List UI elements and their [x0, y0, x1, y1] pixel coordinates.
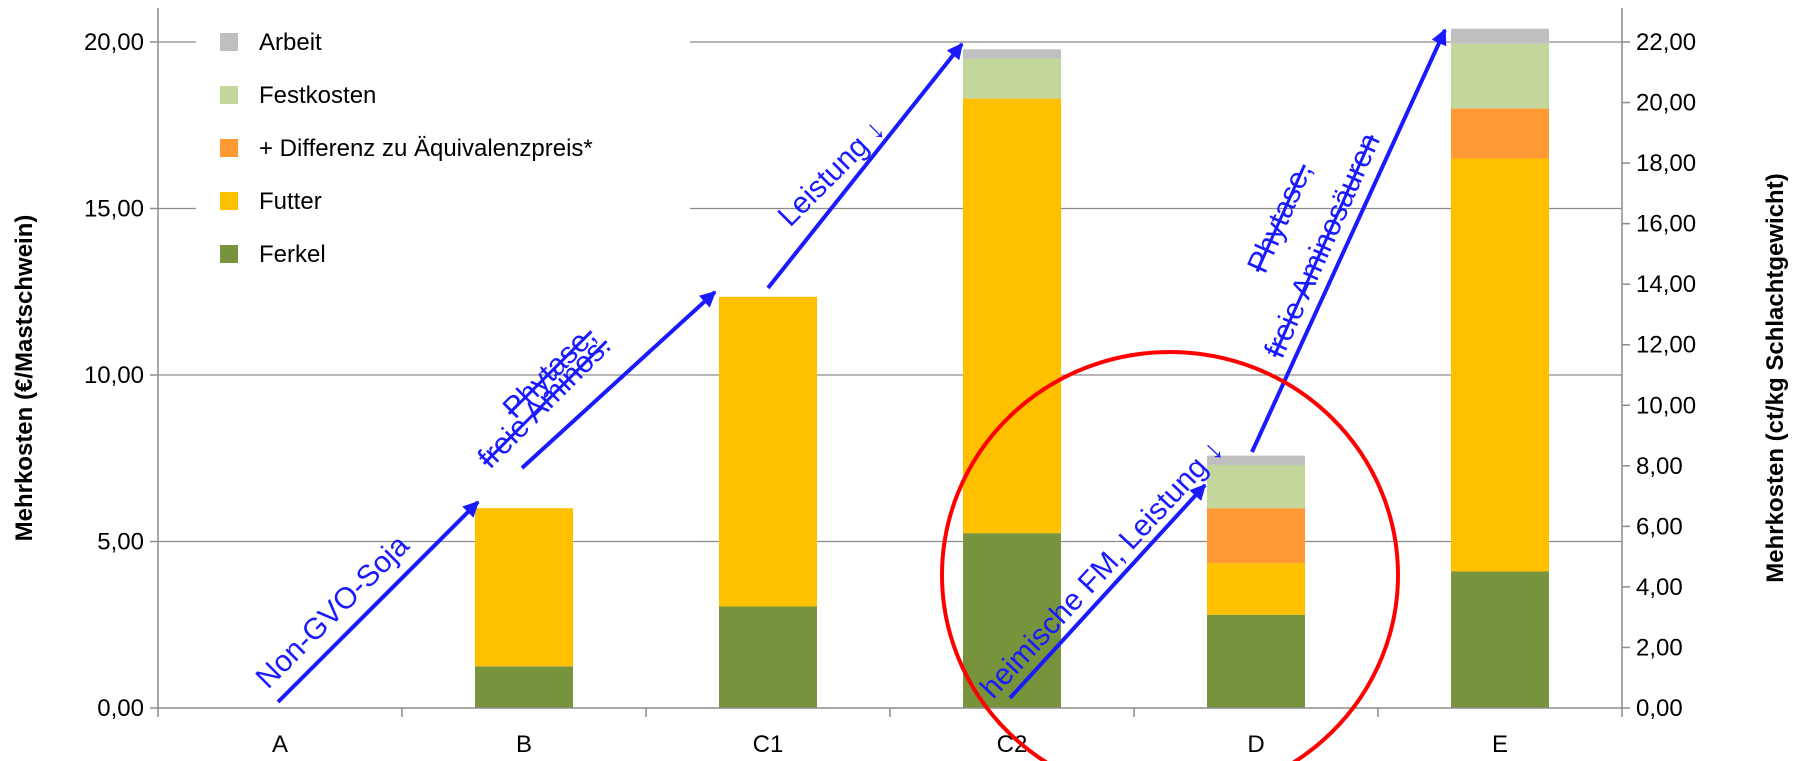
bar-c2-0: [963, 533, 1061, 708]
legend-swatch: [220, 86, 238, 104]
y-tick-label: 10,00: [84, 362, 144, 389]
y-tick-label: 20,00: [84, 29, 144, 56]
y2-tick-label: 12,00: [1636, 332, 1696, 359]
y2-tick-labels: 0,00 2,00 4,00 6,00 8,00 10,00 12,00 14,00 16,00…: [1636, 29, 1696, 722]
bar-c2-3: [963, 58, 1061, 99]
y2-tick-label: 20,00: [1636, 90, 1696, 117]
y-tick-label: 0,00: [97, 695, 144, 722]
arrow-c1-to-c2: [766, 42, 964, 290]
bar-c2-4: [963, 49, 1061, 59]
bar-e-2: [1451, 108, 1549, 159]
bar-e-1: [1451, 158, 1549, 572]
y-tick-label: 5,00: [97, 529, 144, 556]
y2-tick-label: 14,00: [1636, 271, 1696, 298]
y-tick-label: 15,00: [84, 196, 144, 223]
x-tick-labels: A B C1 C2 D E: [272, 731, 1508, 758]
arrow-c2-to-d: [1008, 483, 1207, 700]
bar-e-0: [1451, 571, 1549, 708]
x-tick-label: D: [1247, 731, 1264, 758]
y2-tick-label: 4,00: [1636, 574, 1683, 601]
bar-d-1: [1207, 563, 1305, 615]
y2-tick-label: 22,00: [1636, 29, 1696, 56]
x-tick-label: C1: [753, 731, 784, 758]
arrow-a-to-b: [276, 500, 480, 704]
bars: [475, 28, 1549, 708]
annotation-leistung-c2: Leistung ↓: [772, 113, 892, 233]
legend-label: Arbeit: [259, 29, 322, 56]
bar-b-0: [475, 666, 573, 708]
legend: Arbeit Festkosten + Differenz zu Äquivalen…: [196, 14, 690, 282]
y-tick-labels: 0,00 5,00 10,00 15,00 20,00: [84, 29, 144, 722]
y2-axis-title: Mehrkosten (ct/kg Schlachtgewicht): [1762, 173, 1789, 582]
annotation-non-gvo-soja: Non-GVO-Soja: [250, 529, 416, 695]
y2-tick-label: 2,00: [1636, 634, 1683, 661]
legend-label: + Differenz zu Äquivalenzpreis*: [259, 135, 593, 162]
bar-e-3: [1451, 43, 1549, 109]
highlight-circle: [940, 350, 1400, 761]
legend-swatch: [220, 245, 238, 263]
y2-tick-label: 18,00: [1636, 150, 1696, 177]
y2-tick-label: 0,00: [1636, 695, 1683, 722]
y2-tick-label: 16,00: [1636, 211, 1696, 238]
axes: [150, 8, 1630, 717]
legend-background: [196, 14, 690, 282]
bar-b-1: [475, 508, 573, 667]
bar-d-4: [1207, 455, 1305, 465]
bar-e-4: [1451, 28, 1549, 44]
y2-tick-label: 8,00: [1636, 453, 1683, 480]
legend-swatch: [220, 139, 238, 157]
bar-c1-1: [719, 296, 817, 607]
legend-swatch: [220, 192, 238, 210]
x-tick-label: B: [516, 731, 532, 758]
arrow-b-to-c1: [520, 290, 717, 470]
annotation-arrows: [276, 28, 1447, 704]
x-tick-label: E: [1492, 731, 1508, 758]
x-tick-label: A: [272, 731, 288, 758]
bar-c2-1: [963, 98, 1061, 534]
y-axis-title: Mehrkosten (€/Mastschwein): [11, 215, 38, 542]
bar-d-3: [1207, 464, 1305, 509]
y2-tick-label: 6,00: [1636, 513, 1683, 540]
bar-d-2: [1207, 508, 1305, 564]
y2-tick-label: 10,00: [1636, 392, 1696, 419]
legend-swatch: [220, 33, 238, 51]
legend-label: Futter: [259, 188, 322, 215]
legend-label: Ferkel: [259, 241, 326, 268]
bar-d-0: [1207, 614, 1305, 708]
legend-label: Festkosten: [259, 82, 376, 109]
bar-c1-0: [719, 606, 817, 708]
